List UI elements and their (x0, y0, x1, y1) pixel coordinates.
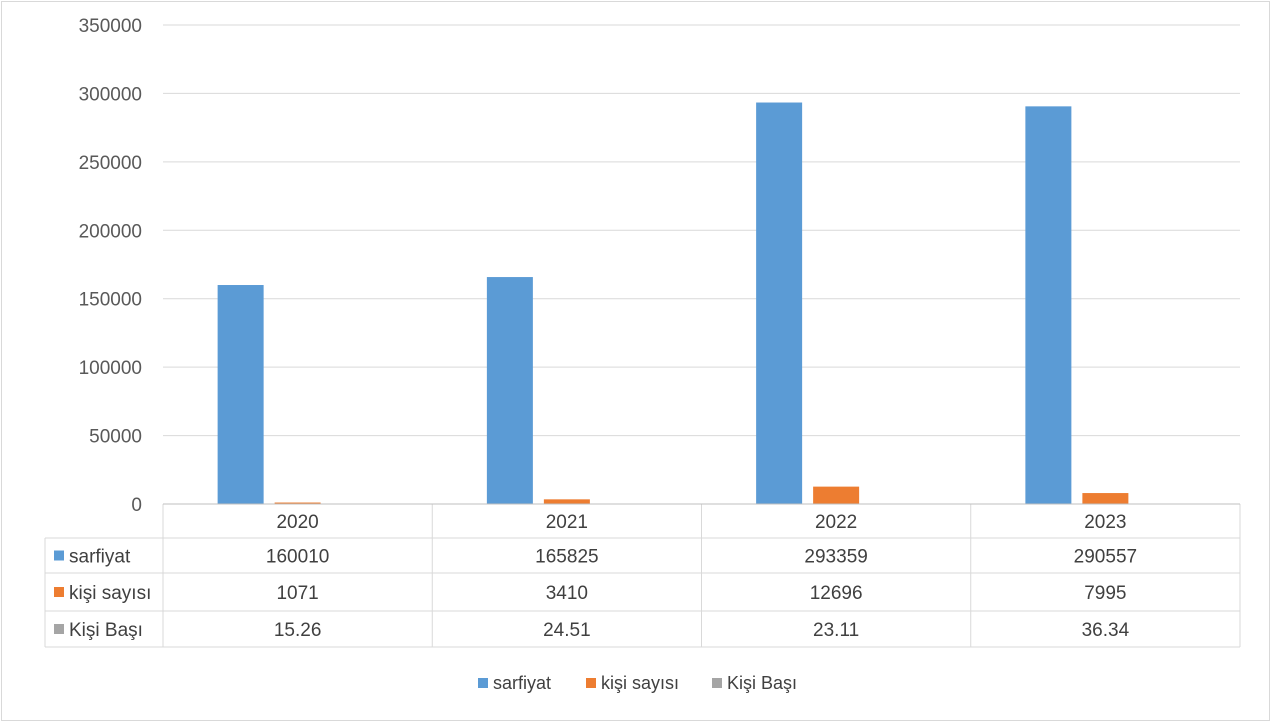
table-cell-value: 290557 (1074, 547, 1137, 568)
table-cell-value: 160010 (266, 547, 329, 568)
gridlines (163, 24, 1240, 437)
table-cell-value: 293359 (804, 547, 867, 568)
bars (217, 102, 1186, 504)
table-legend-key (54, 624, 64, 634)
table-cell-value: 15.26 (274, 620, 322, 641)
bar-kişi-sayısı-2021 (543, 499, 590, 504)
table-row-label: kişi sayısı (69, 583, 151, 604)
table-cell-value: 23.11 (813, 620, 859, 641)
table-cell-value: 3410 (546, 583, 588, 604)
bar-sarfiyat-2021 (486, 277, 533, 504)
y-tick-label: 350000 (79, 16, 142, 37)
legend-swatch (478, 678, 488, 688)
table-row-label: Kişi Başı (69, 620, 143, 641)
y-axis-ticks: 0 50000 100000 150000 200000 250000 300000 3500… (79, 16, 142, 516)
y-tick-label: 150000 (79, 290, 142, 311)
legend: sarfiyat kişi sayısı Kişi Başı (478, 673, 797, 693)
y-tick-label: 200000 (79, 221, 142, 242)
bar-sarfiyat-2023 (1025, 106, 1072, 504)
table-cell-value: 24.51 (543, 620, 591, 641)
legend-label: sarfiyat (493, 673, 551, 693)
table-cell-value: 165825 (535, 547, 598, 568)
bar-kişi-sayısı-2022 (813, 486, 860, 504)
category-label: 2020 (276, 512, 318, 533)
category-label: 2023 (1084, 512, 1126, 533)
table-legend-key (54, 587, 64, 597)
y-tick-label: 0 (131, 495, 142, 516)
legend-label: Kişi Başı (727, 673, 797, 693)
legend-swatch (712, 678, 722, 688)
table-cell-value: 1071 (276, 583, 318, 604)
table-row-label: sarfiyat (69, 547, 131, 568)
legend-swatch (586, 678, 596, 688)
y-tick-label: 250000 (79, 153, 142, 174)
legend-label: kişi sayısı (601, 673, 679, 693)
bar-kişi-sayısı-2020 (274, 502, 321, 504)
data-table: 2020 2021 2022 2023 sarfiyat 160010 165825 2933… (44, 503, 1241, 648)
y-tick-label: 50000 (89, 427, 142, 448)
bar-kişi-sayısı-2023 (1082, 493, 1129, 504)
table-cell-value: 7995 (1084, 583, 1126, 604)
table-cell-value: 12696 (810, 583, 863, 604)
category-label: 2022 (815, 512, 857, 533)
y-tick-label: 100000 (79, 358, 142, 379)
category-label: 2021 (546, 512, 588, 533)
y-tick-label: 300000 (79, 84, 142, 105)
table-legend-key (54, 550, 64, 561)
table-cell-value: 36.34 (1082, 620, 1130, 641)
bar-sarfiyat-2022 (756, 102, 803, 504)
bar-sarfiyat-2020 (217, 285, 264, 504)
